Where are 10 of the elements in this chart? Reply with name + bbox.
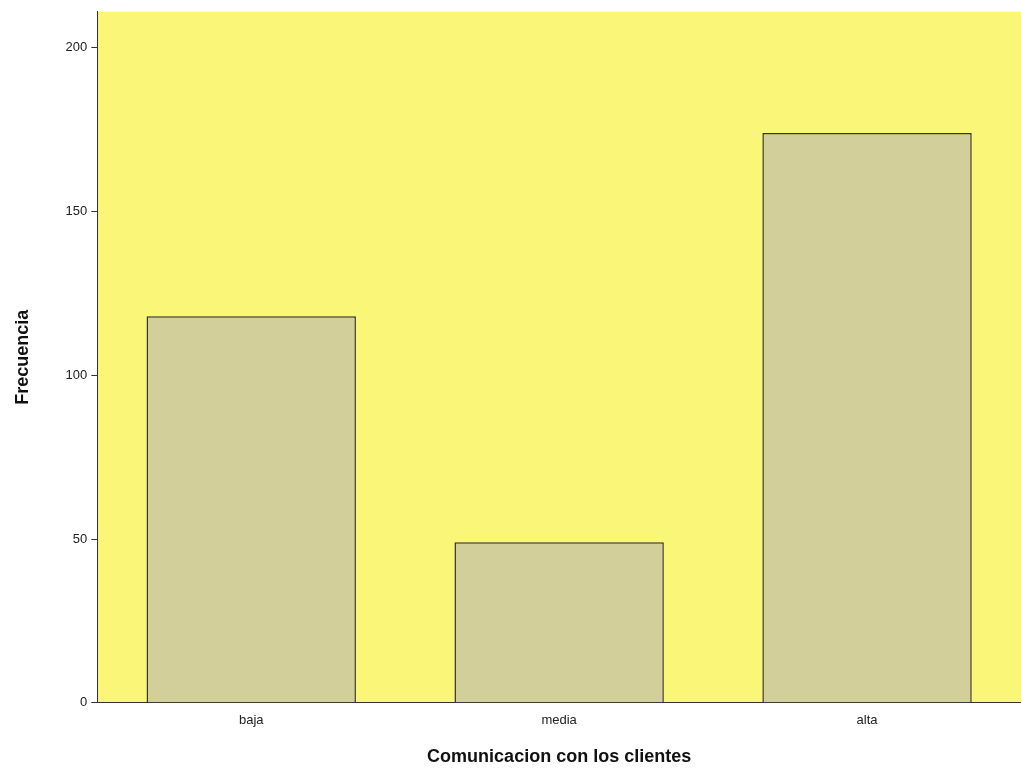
y-tick-label: 0: [80, 694, 88, 710]
y-tick-label: 200: [65, 39, 88, 55]
y-tick-label: 50: [72, 530, 88, 546]
x-axis-title: Comunicacion con los clientes: [427, 746, 692, 767]
x-tick-label: alta: [856, 712, 879, 728]
x-tick-label: media: [541, 712, 578, 728]
y-tick-label: 150: [65, 203, 88, 219]
x-tick-label: baja: [238, 712, 265, 728]
y-tick-label: 100: [65, 366, 88, 382]
y-axis-title: Frecuencia: [11, 308, 32, 405]
